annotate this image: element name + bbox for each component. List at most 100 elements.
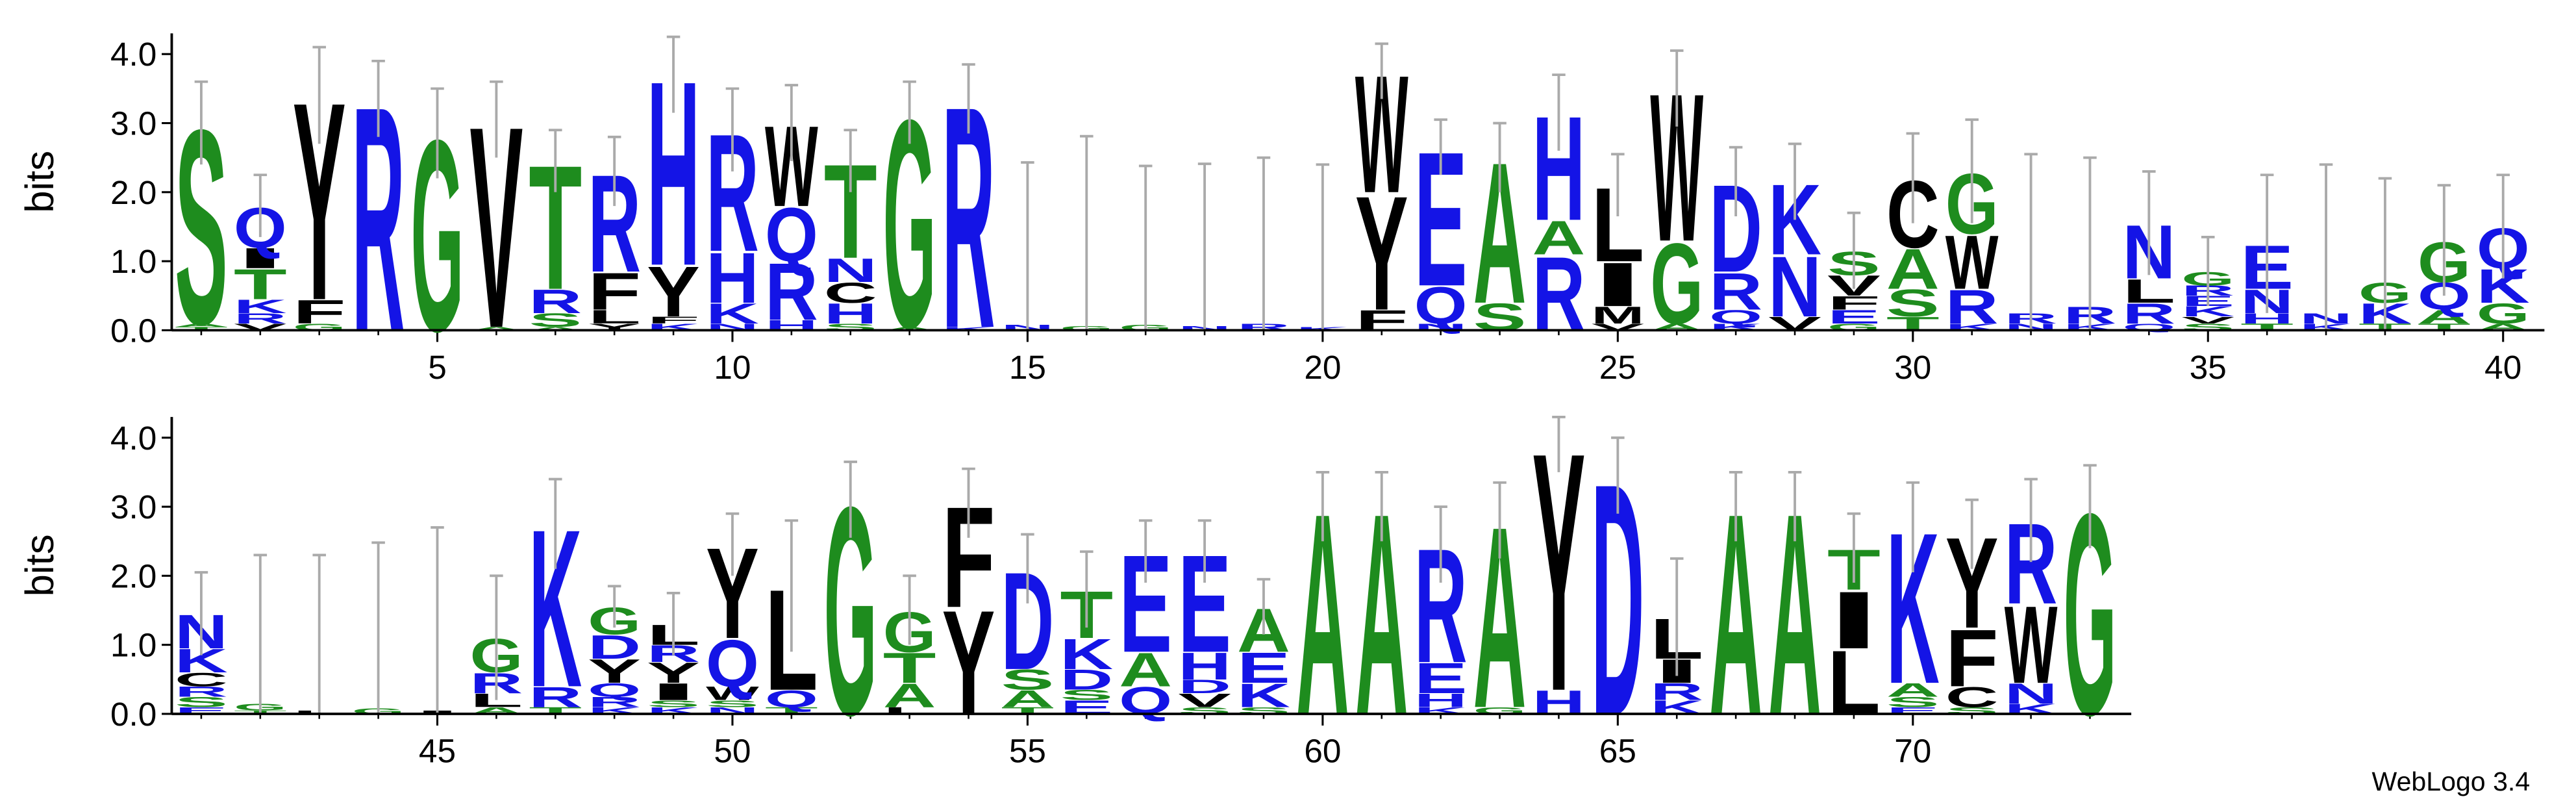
logo-letter: H <box>1414 690 1468 711</box>
logo-letter: L <box>1827 632 1881 733</box>
x-tick-label: 70 <box>1894 732 1931 769</box>
logo-letter: Q <box>1414 275 1468 335</box>
logo-letter: W <box>1945 220 1999 305</box>
logo-letter: Y <box>942 580 995 746</box>
y-axis-title: bits <box>18 151 62 213</box>
x-tick-label: 55 <box>1009 732 1046 769</box>
logo-letter: V <box>1178 690 1231 711</box>
x-tick-label: 25 <box>1599 349 1636 386</box>
x-tick-label: 45 <box>419 732 456 769</box>
logo-letter: R <box>529 283 582 320</box>
logo-letter: E <box>1414 654 1468 703</box>
logo-letter: S <box>1886 283 1940 325</box>
logo-letter: H <box>706 238 759 318</box>
x-tick-label: 35 <box>2190 349 2227 386</box>
logo-letter: A <box>883 326 936 331</box>
logo-letter: A <box>529 326 582 331</box>
logo-letter: G <box>1650 219 1703 348</box>
logo-letter: K <box>1060 629 1113 678</box>
logo-letter: W <box>2005 583 2058 707</box>
logo-letter: A <box>1119 643 1172 696</box>
logo-letter: K <box>1237 676 1290 714</box>
x-tick-label: 40 <box>2484 349 2521 386</box>
logo-letter: C <box>175 669 228 691</box>
logo-letter: S <box>529 309 582 331</box>
x-tick-label: 65 <box>1599 732 1636 769</box>
logo-letter: M <box>1591 302 1644 329</box>
logo-letter: E <box>1237 644 1290 692</box>
logo-letter: S <box>1060 687 1113 704</box>
logo-letter: T <box>175 326 228 331</box>
logo-letter: S <box>1001 664 1055 696</box>
logo-letter: A <box>883 676 936 714</box>
logo-letter: T <box>883 644 936 692</box>
logo-letter: Q <box>1709 306 1762 327</box>
logo-letter: D <box>1178 676 1231 697</box>
x-tick-label: 15 <box>1009 349 1046 386</box>
logo-letter: R <box>588 694 641 710</box>
logo-letter: Q <box>765 192 818 278</box>
y-tick-label: 2.0 <box>110 557 156 594</box>
logo-letter: A <box>2418 306 2471 327</box>
x-tick-label: 5 <box>428 349 447 386</box>
logo-letter: R <box>175 683 228 700</box>
logo-letter: C <box>824 277 877 309</box>
logo-letter: A <box>1001 685 1055 712</box>
logo-letter: F <box>1827 292 1881 314</box>
x-tick-label: 30 <box>1894 349 1931 386</box>
logo-letter: S <box>647 698 700 709</box>
logo-letter: E <box>1827 306 1881 327</box>
logo-letter: N <box>824 251 877 289</box>
logo-letter: I <box>1591 250 1644 320</box>
y-tick-label: 1.0 <box>110 627 156 664</box>
logo-letter: K <box>234 296 287 317</box>
logo-letter: S <box>175 694 228 710</box>
logo-letter: N <box>1768 238 1821 335</box>
logo-letter: R <box>1709 262 1762 321</box>
logo-letter: G <box>2477 298 2530 329</box>
logo-letter: A <box>1886 237 1940 301</box>
logo-letter: R <box>1650 678 1703 705</box>
logo-letter: D <box>1060 664 1113 696</box>
logo-letter: R <box>529 681 582 713</box>
logo-letter: T <box>234 260 287 309</box>
logo-letter: N <box>2005 678 2058 709</box>
logo-letter: S <box>1886 694 1940 710</box>
y-tick-label: 4.0 <box>110 36 156 73</box>
logo-letter: Y <box>647 657 700 689</box>
logo-letter: A <box>469 326 523 331</box>
logo-letter: Y <box>1355 163 1408 345</box>
logo-letter: A <box>1532 211 1586 264</box>
y-tick-label: 3.0 <box>110 105 156 142</box>
logo-letter: D <box>588 628 641 666</box>
y-tick-label: 0.0 <box>110 696 156 733</box>
logo-letter: I <box>1827 574 1881 665</box>
logo-letter: R <box>234 311 287 327</box>
logo-letter: F <box>1945 613 1999 704</box>
y-axis-title: bits <box>18 534 62 596</box>
logo-letter: Q <box>706 626 759 700</box>
logo-letter: L <box>588 306 641 327</box>
logo-letter: H <box>1178 645 1231 688</box>
logo-letter: H <box>2240 311 2294 327</box>
logo-letter: I <box>234 242 287 274</box>
x-tick-label: 10 <box>714 349 751 386</box>
y-tick-label: 2.0 <box>110 174 156 211</box>
logo-letter: Q <box>765 685 818 712</box>
logo-letter: C <box>1945 681 1999 713</box>
logo-letter: V <box>2181 315 2234 325</box>
logo-letter: K <box>706 298 759 329</box>
logo-letter: A <box>1886 679 1940 701</box>
x-tick-label: 20 <box>1304 349 1341 386</box>
logo-letter: R <box>1532 235 1586 353</box>
logo-letter: F <box>647 315 700 325</box>
logo-letter: R <box>765 246 818 337</box>
logo-letter: W <box>706 683 759 704</box>
logo-panel: bits0.01.02.03.04.0455055606570ESRCKNTGL… <box>18 382 2132 784</box>
logo-letter: S <box>1473 296 1527 339</box>
y-tick-label: 4.0 <box>110 420 156 457</box>
logo-root: WebLogo 3.4 bits 0.0 1.0 2.0 3.0 4.0 5 10 15 20 25… <box>18 25 2545 796</box>
logo-letter: Q <box>1119 679 1172 722</box>
